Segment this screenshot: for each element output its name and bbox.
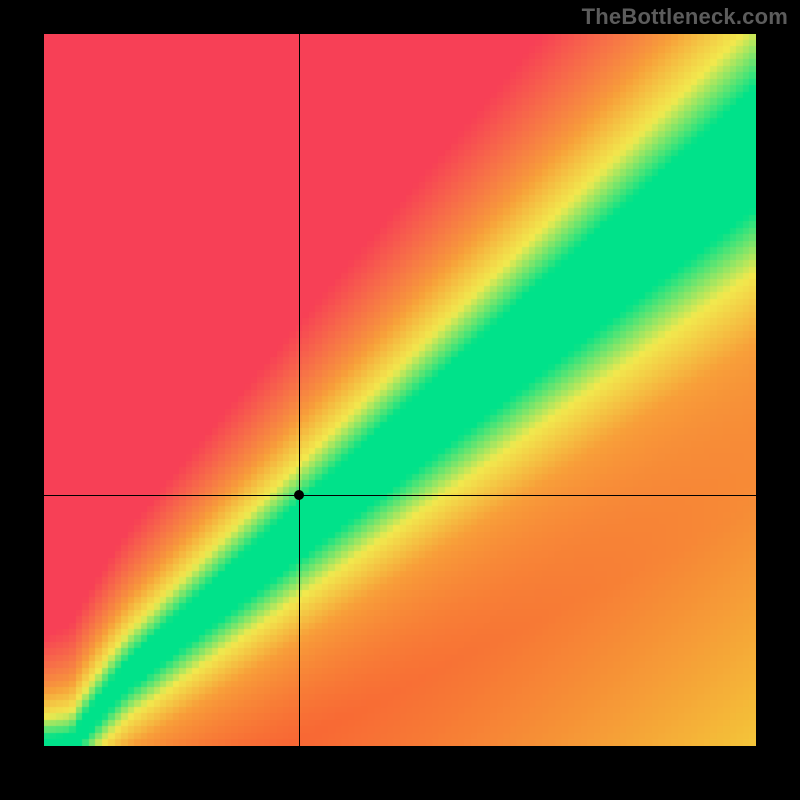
watermark-text: TheBottleneck.com: [582, 4, 788, 30]
crosshair-vertical: [299, 34, 300, 746]
stage: TheBottleneck.com: [0, 0, 800, 800]
plot-panel: [44, 34, 756, 746]
heatmap-canvas: [44, 34, 756, 746]
crosshair-marker: [294, 490, 304, 500]
crosshair-horizontal: [44, 495, 756, 496]
plot-area: [44, 34, 756, 746]
